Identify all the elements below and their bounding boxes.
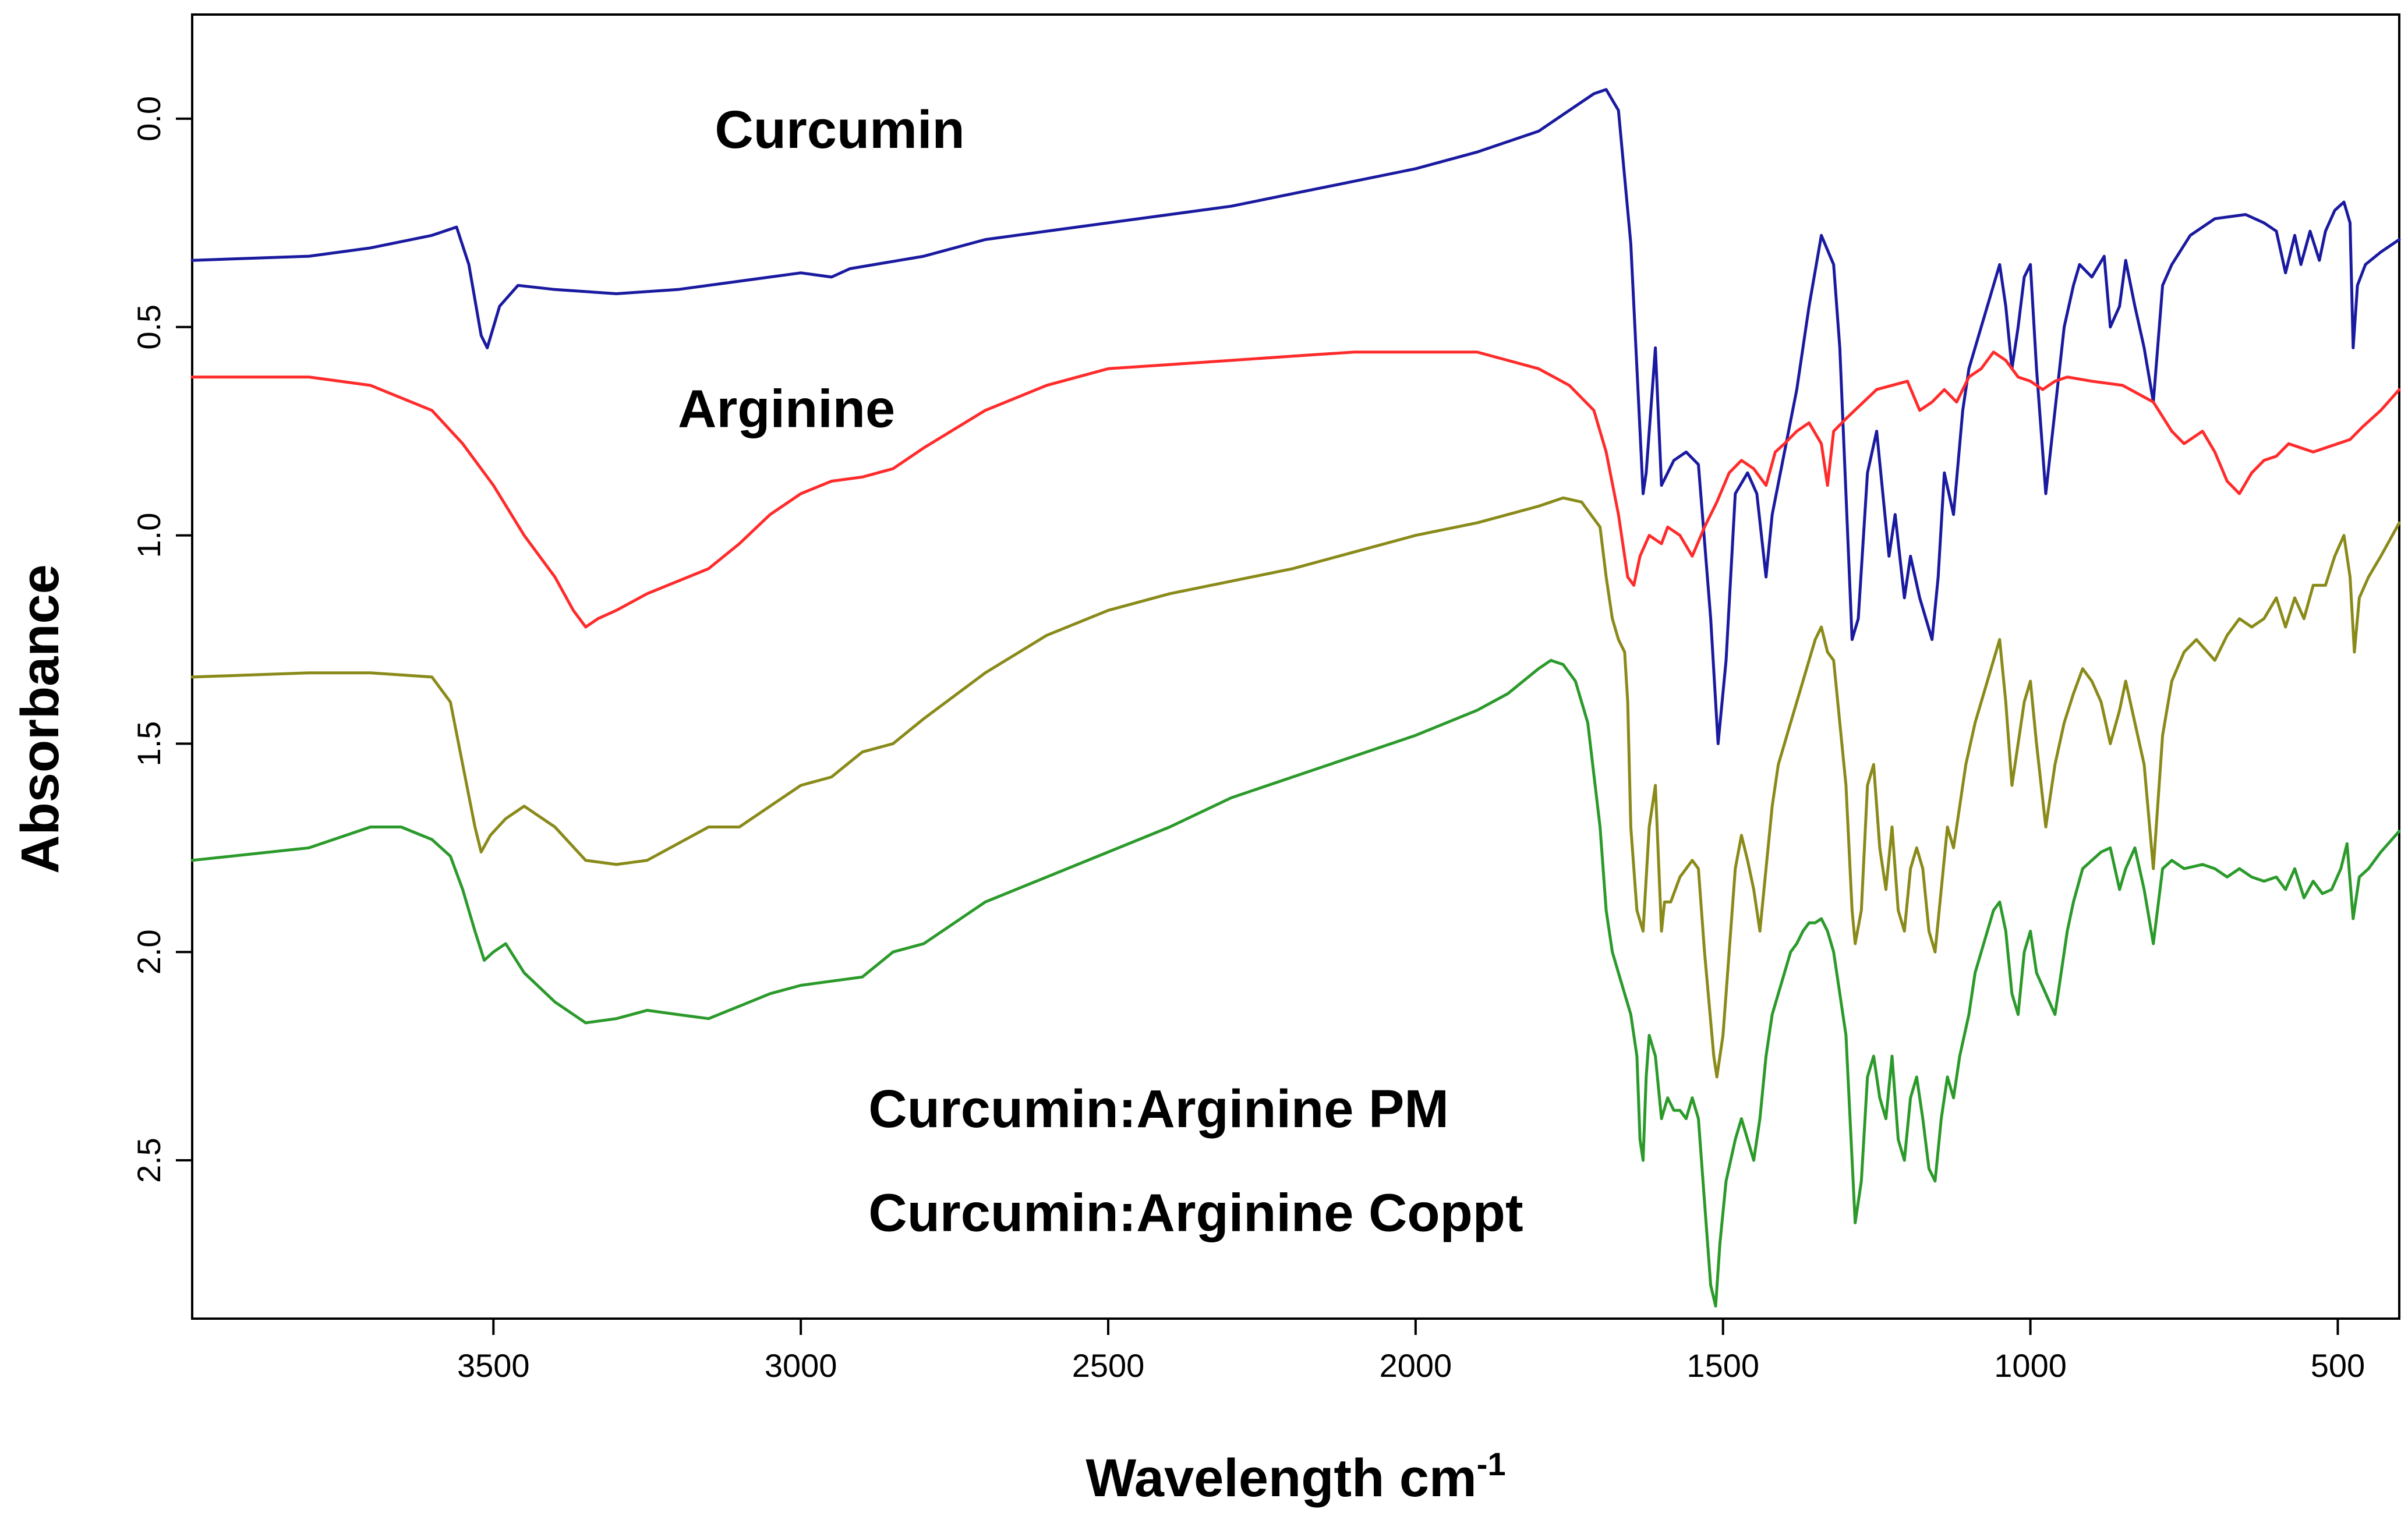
x-tick-label-1000: 1000 [1994, 1347, 2067, 1384]
x-axis-title-text: Wavelength cm [1085, 1448, 1476, 1508]
y-axis: 0.0 0.5 1.0 1.5 2.0 2.5 [130, 96, 192, 1183]
x-tick-label-500: 500 [2311, 1347, 2365, 1384]
annotation-layer: Curcumin Arginine Curcumin:Arginine PM Curc… [678, 100, 1523, 1243]
x-axis-title-superscript: -1 [1477, 1446, 1506, 1482]
x-tick-label-2500: 2500 [1072, 1347, 1145, 1384]
series-line-curcumin-arginine-coppt [190, 658, 2401, 1308]
series-line-arginine [190, 350, 2401, 629]
series-label-curcumin: Curcumin [715, 100, 964, 160]
y-tick-label-0-5: 0.5 [130, 304, 167, 350]
y-tick-label-1-5: 1.5 [130, 721, 167, 766]
x-tick-label-1500: 1500 [1686, 1347, 1759, 1384]
y-tick-label-2: 2.0 [130, 929, 167, 975]
series-label-arginine: Arginine [678, 379, 895, 438]
x-axis: 3500 3000 2500 2000 1500 1000 500 [457, 1319, 2365, 1384]
y-tick-label-2-5: 2.5 [130, 1138, 167, 1183]
y-axis-title: Absorbance [10, 564, 70, 874]
series-line-curcumin [190, 88, 2401, 745]
y-tick-label-1: 1.0 [130, 513, 167, 558]
x-tick-label-3500: 3500 [457, 1347, 530, 1384]
series-layer [190, 88, 2401, 1308]
x-tick-label-3000: 3000 [765, 1347, 837, 1384]
series-label-curcumin-arginine-coppt: Curcumin:Arginine Coppt [868, 1184, 1523, 1243]
series-label-curcumin-arginine-pm: Curcumin:Arginine PM [868, 1079, 1449, 1139]
x-axis-title: Wavelength cm-1 [1085, 1446, 1505, 1508]
plot-frame [191, 13, 2400, 1320]
y-tick-label-0: 0.0 [130, 96, 167, 141]
x-tick-label-2000: 2000 [1380, 1347, 1452, 1384]
series-line-curcumin-arginine-pm [190, 496, 2401, 1079]
